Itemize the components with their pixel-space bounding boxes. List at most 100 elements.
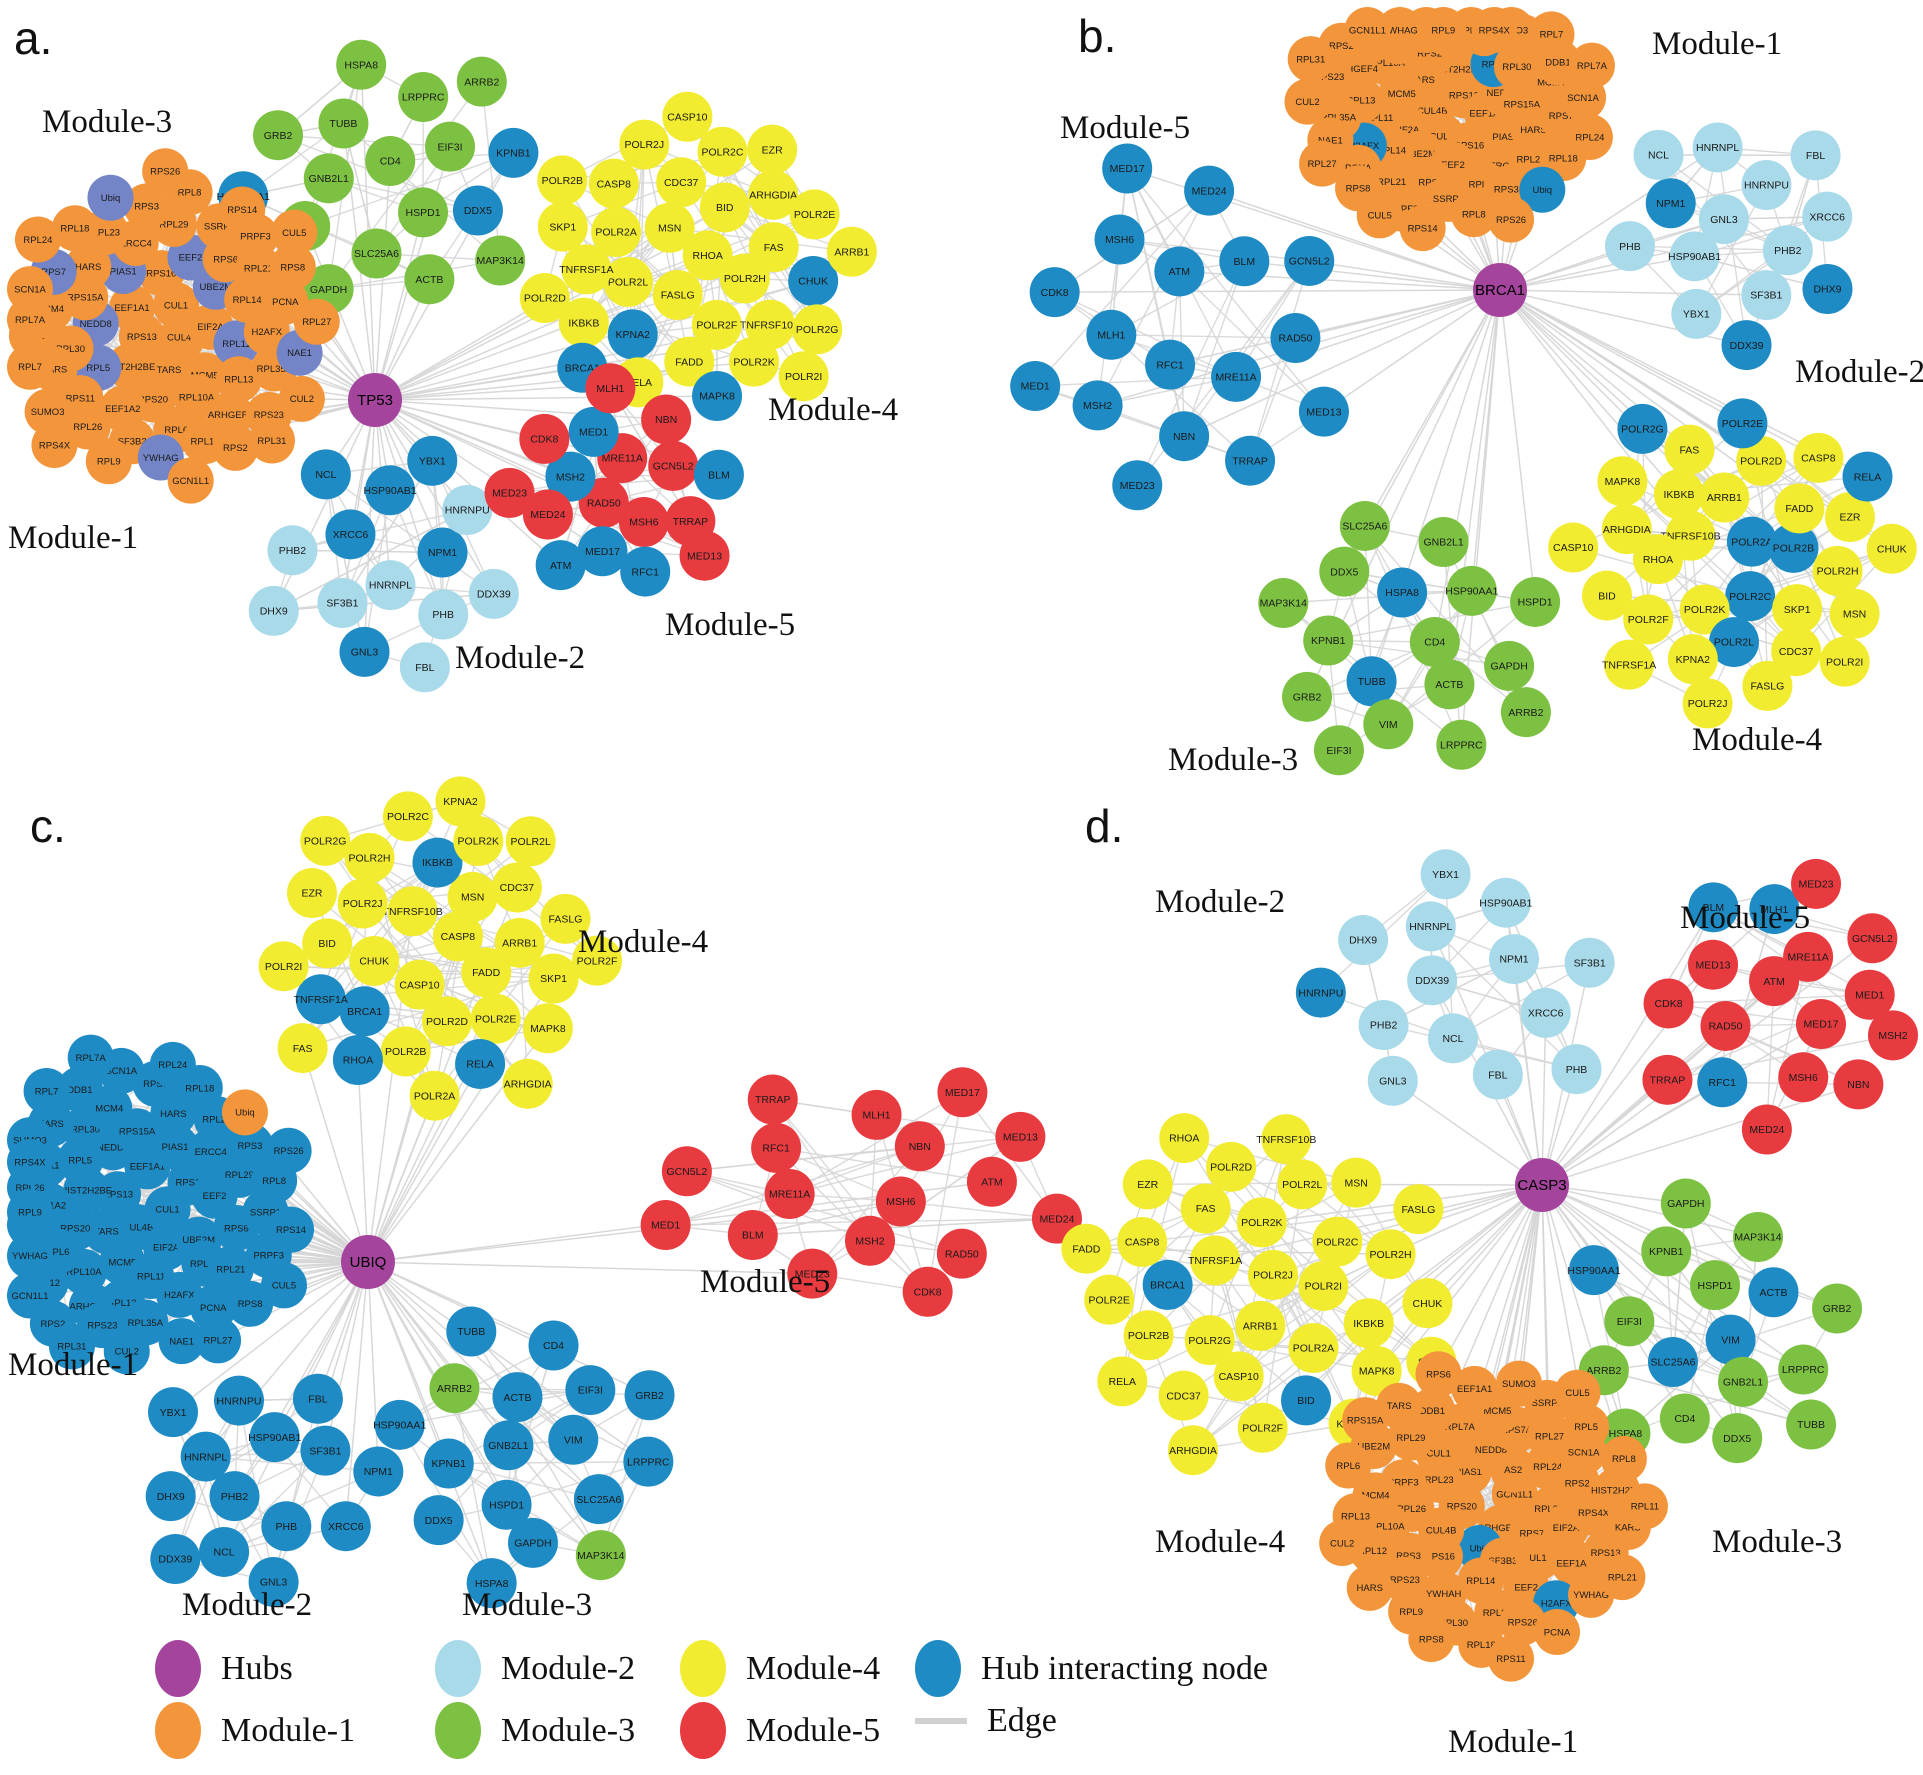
node-label: PIAS1 <box>162 1142 189 1153</box>
node-CUL2: CUL2 <box>1319 1520 1366 1567</box>
node-POLR2G: POLR2G <box>792 304 843 355</box>
node-RPL9: RPL9 <box>7 1189 53 1236</box>
node-label: DDX5 <box>464 205 492 217</box>
node-label: BLM <box>708 469 730 481</box>
edge <box>686 1136 1021 1173</box>
node-label: RPL8 <box>178 188 202 199</box>
node-SF3B1: SF3B1 <box>300 1425 351 1476</box>
node-GNL3: GNL3 <box>339 626 390 677</box>
node-RPL11: RPL11 <box>1621 1483 1668 1530</box>
node-circle <box>1519 166 1566 213</box>
edge <box>273 509 468 612</box>
edge <box>752 1217 1057 1236</box>
node-NBN: NBN <box>1159 411 1210 462</box>
node-label: NBN <box>655 414 677 426</box>
node-circle <box>109 284 156 331</box>
node-label: HARS <box>1357 1583 1383 1594</box>
node-label: CDC37 <box>664 177 699 189</box>
node-label: RPL24 <box>23 235 52 246</box>
node-MLH1: MLH1 <box>1086 309 1137 360</box>
node-label: NCL <box>315 469 336 481</box>
node-label: MRE11A <box>769 1189 810 1201</box>
node-label: RELA <box>466 1059 493 1071</box>
edge <box>1621 480 1797 652</box>
node-circle <box>195 1317 242 1364</box>
node-BID: BID <box>1281 1375 1332 1426</box>
node-label: UBE2M <box>1403 149 1436 160</box>
node-NCL: NCL <box>1633 129 1684 180</box>
node-label: RPS23 <box>87 1320 117 1331</box>
node-GAPDH: GAPDH <box>1660 1178 1711 1229</box>
node-circle <box>1451 1365 1498 1412</box>
node-label: ARRB1 <box>502 937 537 949</box>
node-circle <box>268 1206 315 1253</box>
node-label: MED17 <box>585 546 620 558</box>
node-label: RPL8 <box>1462 209 1486 220</box>
node-circle <box>1072 380 1123 431</box>
node-POLR2L: POLR2L <box>505 816 556 867</box>
node-label: MCM4 <box>95 1104 123 1115</box>
node-label: RPL35A <box>1321 113 1357 124</box>
node-CASP10: CASP10 <box>662 91 713 142</box>
node-label: HNRNPL <box>1696 142 1739 154</box>
node-label: RPL7A <box>15 315 46 326</box>
module1-swatch <box>155 1702 201 1759</box>
node-label: DDX5 <box>1330 566 1358 578</box>
node-CHUK: CHUK <box>1402 1278 1453 1329</box>
edge <box>1603 1369 1812 1426</box>
node-circle <box>747 1074 798 1125</box>
node-GAPDH: GAPDH <box>507 1517 558 1568</box>
node-label: RPL35A <box>128 1318 164 1329</box>
edge <box>772 1099 929 1293</box>
node-XRCC6: XRCC6 <box>325 509 376 560</box>
edge <box>1126 168 1171 365</box>
module-label-a-Module-4: Module-4 <box>768 392 898 428</box>
node-XRCC6: XRCC6 <box>1520 987 1571 1038</box>
node-label: RPS3 <box>238 1141 263 1152</box>
node-label: CASP8 <box>1125 1237 1160 1249</box>
node-circle <box>1235 1300 1286 1351</box>
node-label: SF3B1 <box>1574 957 1606 969</box>
node-label: CDC37 <box>1166 1390 1201 1402</box>
node-circle <box>1365 1229 1416 1280</box>
node-circle <box>1313 725 1364 776</box>
node-label: MSH6 <box>1789 1072 1818 1084</box>
node-MSN: MSN <box>1331 1157 1382 1208</box>
edge <box>505 1345 555 1505</box>
edge <box>1452 962 1590 1039</box>
node-label: RPS11 <box>1496 1654 1525 1665</box>
hub-spoke <box>367 1063 481 1263</box>
node-CHUK: CHUK <box>349 935 400 986</box>
node-circle <box>199 1526 250 1577</box>
node-POLR2L: POLR2L <box>1277 1159 1328 1210</box>
node-RHOA: RHOA <box>1159 1113 1210 1164</box>
node-RHOA: RHOA <box>682 230 733 281</box>
node-label: ACTB <box>1435 679 1463 691</box>
node-label: DDB1 <box>67 1085 92 1096</box>
node-POLR2K: POLR2K <box>1679 584 1730 635</box>
node-label: GRB2 <box>264 130 293 142</box>
hub-spoke <box>304 225 376 401</box>
node-circle <box>1791 858 1842 909</box>
node-label: GCN5L2 <box>666 1166 707 1178</box>
node-label: TNFRSF10B <box>383 906 443 918</box>
hub-spoke <box>1390 1184 1543 1255</box>
node-label: DDB1 <box>1545 57 1570 68</box>
node-label: RPL9 <box>1431 25 1455 36</box>
node-circle <box>1633 534 1684 585</box>
node-RPL18: RPL18 <box>51 205 98 252</box>
node-FBL: FBL <box>399 642 450 693</box>
node-label: RPS8 <box>1419 1634 1444 1645</box>
node-ARHGDIA: ARHGDIA <box>1601 504 1652 555</box>
edge <box>643 144 690 362</box>
node-label: HNRNPL <box>369 580 412 592</box>
node-circle <box>435 776 486 827</box>
node-DHX9: DHX9 <box>1338 914 1389 965</box>
node-label: RPS16 <box>1454 141 1484 152</box>
node-label: POLR2B <box>385 1046 426 1058</box>
node-label: ARHGDIA <box>1169 1445 1217 1457</box>
node-label: POLR2L <box>1714 637 1754 649</box>
node-label: HSPA8 <box>475 1578 509 1590</box>
node-label: MED24 <box>1749 1124 1784 1136</box>
node-circle <box>267 525 318 576</box>
